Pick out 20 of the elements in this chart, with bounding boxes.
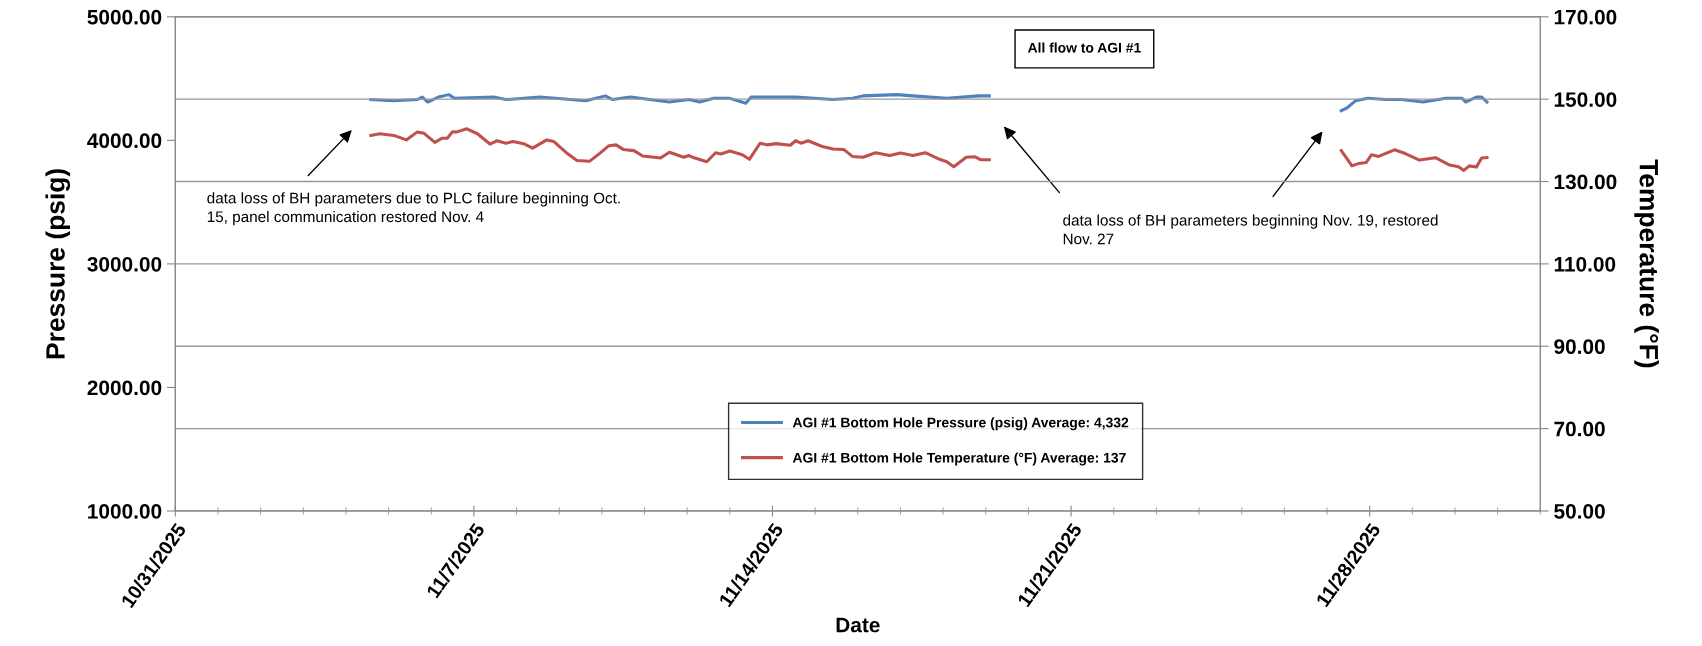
y-tick-label: 4000.00	[87, 133, 162, 149]
y-tick-label: 1000.00	[88, 503, 162, 519]
y-axis-title: Pressure (psig)	[45, 169, 71, 359]
y2-tick-label: 110.00	[1554, 256, 1616, 272]
y2-tick-label: 130.00	[1554, 174, 1617, 190]
legend-label: AGI #1 Bottom Hole Temperature (°F) Average: 137	[792, 452, 1126, 466]
y-tick-label: 3000.00	[87, 256, 162, 272]
legend-label: AGI #1 Bottom Hole Pressure (psig) Average: 4,332	[792, 417, 1129, 431]
y2-tick-label: 150.00	[1554, 92, 1617, 107]
y2-tick-label: 170.00	[1554, 9, 1617, 25]
x-axis-title: Date	[836, 617, 880, 633]
y2-tick-label: 70.00	[1554, 421, 1605, 437]
y-tick-label: 2000.00	[87, 380, 162, 396]
y2-axis-title: Temperature (°F)	[1634, 159, 1659, 368]
y2-tick-label: 90.00	[1554, 339, 1605, 355]
annotation: data loss of BH parameters due to PLC failure beginning Oct. 15, panel communication restored Nov. 4	[207, 192, 620, 226]
annotation: data loss of BH parameters beginning Nov. 19, restored Nov. 27	[1063, 214, 1438, 245]
y2-tick-label: 50.00	[1554, 503, 1605, 519]
annotation: All flow to AGI #1	[1027, 42, 1141, 53]
y-tick-label: 5000.00	[87, 9, 162, 25]
